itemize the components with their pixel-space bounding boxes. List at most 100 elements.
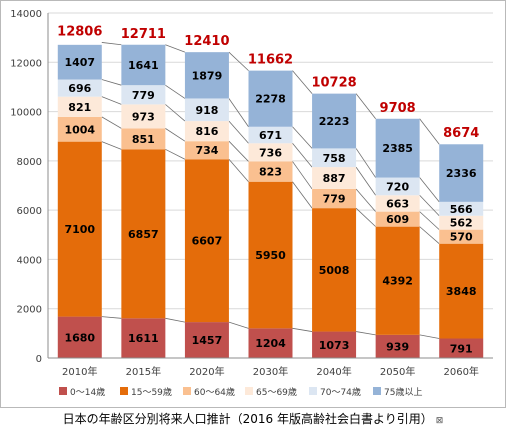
- legend: 0〜14歳 15〜59歳 60〜64歳 65〜69歳 70〜74歳 75歳以上: [59, 386, 422, 398]
- bar-segment: [375, 118, 420, 178]
- series-connector-line: [228, 98, 249, 127]
- bar-value-label: 720: [386, 180, 409, 193]
- bar-segment: [121, 318, 166, 358]
- bar-segment: [121, 128, 166, 150]
- bar-value-label: 5008: [319, 264, 350, 277]
- bar-segment: [248, 70, 293, 127]
- series-connector-line: [228, 159, 249, 182]
- axes: 0 2000 4000 6000 8000 10000 12000 14000 2010年 201…: [10, 9, 493, 378]
- bar-value-label: 562: [450, 217, 473, 230]
- legend-swatch: [120, 387, 128, 395]
- bar-value-label: 2223: [319, 115, 350, 128]
- y-tick-label: 4000: [17, 255, 42, 266]
- x-tick-label: 2020年: [189, 365, 224, 378]
- bar-value-label: 939: [386, 340, 409, 353]
- stacked-bar-chart: 0 2000 4000 6000 8000 10000 12000 14000 2010年 201…: [10, 9, 493, 398]
- bar-segment: [375, 226, 420, 335]
- total-connector-line: [292, 70, 313, 94]
- legend-swatch: [309, 387, 317, 395]
- bar-segment: [121, 104, 166, 129]
- bar-segment: [312, 208, 357, 332]
- total-value-label: 10728: [311, 76, 356, 91]
- caption-text: 日本の年齢区分別将来人口推計（2016 年版高齢社会白書より引用）: [62, 412, 433, 426]
- total-connector-line: [101, 42, 122, 46]
- legend-label: 75歳以上: [384, 386, 422, 398]
- legend-label: 65〜69歳: [256, 386, 297, 398]
- bar-segment: [184, 322, 229, 358]
- series-connector-line: [292, 181, 313, 209]
- series-connector-line: [355, 207, 376, 227]
- bar-segment: [439, 338, 484, 358]
- x-tick-label: 2015年: [126, 365, 161, 378]
- bar-segment: [57, 96, 102, 117]
- y-tick-label: 12000: [10, 58, 42, 69]
- total-value-label: 12711: [121, 27, 166, 42]
- bar-value-label: 3848: [446, 285, 477, 298]
- bar-value-label: 4392: [382, 275, 413, 288]
- y-tick-label: 6000: [17, 206, 42, 217]
- bar-value-label: 7100: [64, 223, 95, 236]
- bar-segment: [121, 85, 166, 105]
- legend-label: 15〜59歳: [131, 386, 172, 398]
- bar-segment: [57, 44, 102, 80]
- y-tick-label: 2000: [17, 305, 42, 316]
- bar-segment: [439, 215, 484, 230]
- series-connector-line: [355, 166, 376, 196]
- x-tick-label: 2040年: [316, 365, 351, 378]
- caption-mark-icon: ⊠: [435, 416, 444, 426]
- connector-lines: [101, 42, 440, 339]
- x-tick-label: 2030年: [253, 365, 288, 378]
- total-value-label: 12410: [184, 34, 229, 49]
- bar-segment: [57, 116, 102, 142]
- bar-value-label: 791: [450, 342, 473, 355]
- bar-segment: [375, 195, 420, 212]
- bar-segment: [248, 328, 293, 358]
- bar-value-label: 887: [323, 172, 346, 185]
- series-connector-line: [101, 96, 122, 105]
- bar-value-label: 671: [259, 129, 282, 142]
- series-connector-line: [419, 226, 440, 244]
- bar-value-label: 1680: [64, 331, 95, 344]
- legend-swatch: [183, 387, 191, 395]
- y-tick-label: 14000: [10, 9, 42, 20]
- figure-caption: 日本の年齢区分別将来人口推計（2016 年版高齢社会白書より引用） ⊠: [0, 408, 506, 430]
- y-tick-label: 10000: [10, 108, 42, 119]
- bar-segment: [439, 144, 484, 202]
- chart-frame: 0 2000 4000 6000 8000 10000 12000 14000 2010年 201…: [0, 0, 506, 408]
- bar-value-label: 2385: [382, 142, 413, 155]
- legend-label: 70〜74歳: [320, 386, 361, 398]
- series-connector-line: [356, 331, 376, 336]
- data-labels: 1680 7100 1004 821 696 1407 12806 1611 6857 851 97…: [57, 24, 479, 355]
- bar-segment: [184, 52, 229, 99]
- legend-swatch: [59, 387, 67, 395]
- bar-segment: [248, 181, 293, 329]
- y-tick-label: 8000: [17, 157, 42, 168]
- series-connector-line: [419, 211, 440, 230]
- bar-value-label: 734: [195, 144, 218, 157]
- bar-value-label: 609: [386, 213, 409, 226]
- series-connector-line: [292, 161, 313, 190]
- bar-segment: [312, 188, 357, 209]
- bar-segment: [57, 141, 102, 317]
- bar-segment: [184, 121, 229, 142]
- bar-segment: [439, 229, 484, 244]
- bar-segment: [57, 79, 102, 97]
- bar-value-label: 758: [323, 152, 346, 165]
- x-tick-label: 2060年: [443, 365, 478, 378]
- legend-swatch: [373, 387, 381, 395]
- series-connector-line: [101, 316, 122, 319]
- series-connector-line: [355, 188, 376, 212]
- bar-segment: [312, 167, 357, 189]
- bar-value-label: 566: [450, 203, 473, 216]
- series-connector-line: [292, 143, 313, 168]
- series-connector-line: [292, 126, 313, 149]
- legend-label: 0〜14歳: [70, 386, 105, 398]
- bar-segment: [375, 334, 420, 358]
- total-connector-line: [228, 51, 249, 71]
- bar-segment: [121, 44, 166, 86]
- total-connector-line: [355, 93, 376, 120]
- series-connector-line: [165, 148, 186, 160]
- legend-swatch: [245, 387, 253, 395]
- series-connector-line: [165, 317, 186, 323]
- bar-value-label: 779: [323, 193, 346, 206]
